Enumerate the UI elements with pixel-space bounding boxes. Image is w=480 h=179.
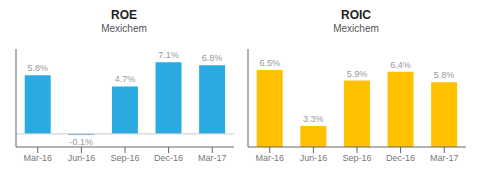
svg-text:5.8%: 5.8% <box>27 63 48 73</box>
svg-text:7.1%: 7.1% <box>158 50 179 60</box>
html-text:ROE: ROE <box>111 8 137 22</box>
html-text:ROIC: ROIC <box>341 8 371 22</box>
svg-text:4.7%: 4.7% <box>115 74 136 84</box>
svg-text:3.3%: 3.3% <box>303 114 324 124</box>
svg-text:Jun-16: Jun-16 <box>300 153 328 163</box>
svg-text:-0.1%: -0.1% <box>70 137 94 147</box>
html-text:Mexichem: Mexichem <box>333 23 379 34</box>
svg-text:Dec-16: Dec-16 <box>386 153 415 163</box>
svg-text:6.8%: 6.8% <box>202 53 223 63</box>
svg-text:6.4%: 6.4% <box>390 60 411 70</box>
svg-text:Jun-16: Jun-16 <box>68 153 96 163</box>
svg-text:Mar-17: Mar-17 <box>198 153 227 163</box>
html-text:Mexichem: Mexichem <box>101 23 147 34</box>
svg-text:Sep-16: Sep-16 <box>342 153 371 163</box>
svg-text:Sep-16: Sep-16 <box>110 153 139 163</box>
svg-text:5.8%: 5.8% <box>434 70 455 80</box>
svg-text:5.9%: 5.9% <box>347 69 368 79</box>
svg-text:Mar-17: Mar-17 <box>430 153 459 163</box>
svg-text:Mar-16: Mar-16 <box>24 153 53 163</box>
svg-text:Dec-16: Dec-16 <box>154 153 183 163</box>
svg-text:6.5%: 6.5% <box>259 58 280 68</box>
svg-text:Mar-16: Mar-16 <box>256 153 285 163</box>
